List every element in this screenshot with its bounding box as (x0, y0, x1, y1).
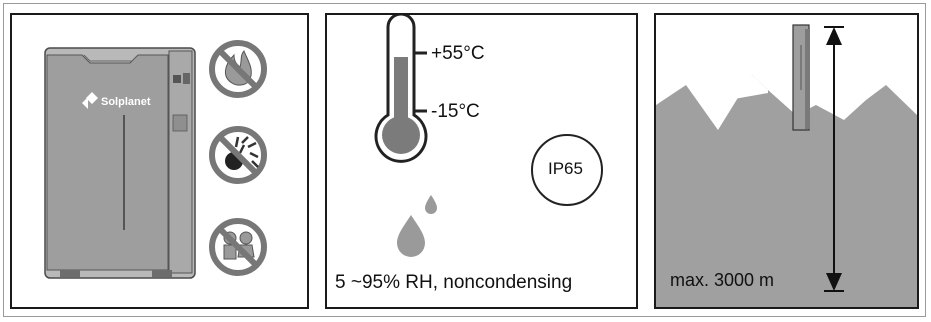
figure-frame: Solplanet (3, 3, 926, 317)
temp-min-label: -15°C (431, 101, 480, 122)
wall-mounted-battery-icon (792, 24, 810, 131)
water-drops-icon (397, 195, 437, 257)
environment-panel: +55°C -15°C IP65 5 ~95% RH, noncondensin… (325, 13, 638, 309)
mountain-illustration (656, 75, 917, 307)
altitude-panel: max. 3000 m (654, 13, 919, 309)
humidity-label: 5 ~95% RH, noncondensing (335, 272, 573, 293)
no-fire-icon (209, 40, 267, 98)
battery-panel: Solplanet (10, 13, 309, 309)
ip-rating-label: IP65 (548, 159, 583, 178)
altitude-arrow (824, 26, 844, 292)
battery-brand-text: Solplanet (101, 96, 151, 108)
ip-rating-badge (531, 134, 603, 206)
battery-unit-illustration (44, 47, 196, 279)
temp-max-label: +55°C (431, 43, 485, 64)
no-explosives-icon (209, 126, 267, 184)
altitude-label: max. 3000 m (670, 270, 775, 290)
no-children-icon (209, 218, 267, 276)
thermometer-icon (374, 15, 428, 163)
